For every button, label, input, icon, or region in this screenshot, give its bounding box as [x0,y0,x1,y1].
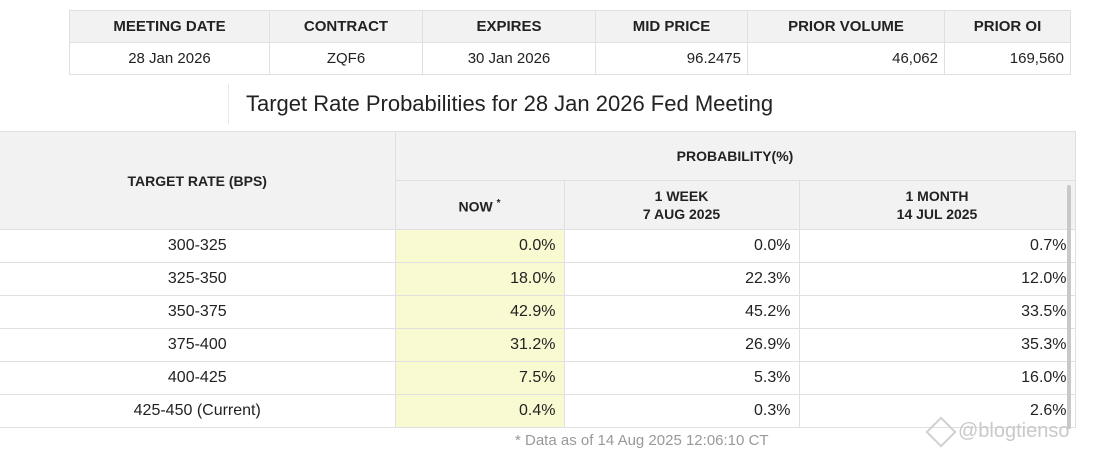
page-title: Target Rate Probabilities for 28 Jan 202… [246,91,774,116]
target-rate-header: TARGET RATE (BPS) [0,131,396,230]
one-month-header: 1 MONTH 14 JUL 2025 [798,180,1076,230]
now-header: NOW * [394,180,565,230]
now-header-label: NOW [458,198,493,215]
probability-header: PROBABILITY(%) [394,131,1076,181]
target-rate-cell: 400-425 [0,361,396,395]
summary-header-row: MEETING DATE CONTRACT EXPIRES MID PRICE … [69,10,1071,43]
one-week-date: 7 AUG 2025 [642,206,721,222]
meeting-date-value: 28 Jan 2026 [69,42,270,75]
week-probability-cell: 26.9% [563,328,800,362]
target-rate-cell: 350-375 [0,295,396,329]
week-probability-cell: 22.3% [563,262,800,296]
month-probability-cell: 16.0% [798,361,1076,395]
now-probability-cell: 42.9% [394,295,565,329]
one-month-label: 1 MONTH [905,188,969,204]
month-probability-cell: 35.3% [798,328,1076,362]
week-probability-cell: 5.3% [563,361,800,395]
prob-header-row-1: TARGET RATE (BPS) PROBABILITY(%) [0,131,1076,230]
header-meeting-date: MEETING DATE [69,10,270,43]
now-probability-cell: 0.4% [394,394,565,428]
table-row: 400-425 7.5% 5.3% 16.0% [0,361,1076,395]
week-probability-cell: 0.0% [563,229,800,263]
one-month-date: 14 JUL 2025 [896,206,978,222]
header-prior-volume: PRIOR VOLUME [747,10,945,43]
table-row: 375-400 31.2% 26.9% 35.3% [0,328,1076,362]
month-probability-cell: 12.0% [798,262,1076,296]
now-probability-cell: 31.2% [394,328,565,362]
target-rate-cell: 325-350 [0,262,396,296]
header-prior-oi: PRIOR OI [944,10,1071,43]
one-week-label: 1 WEEK [654,188,709,204]
month-probability-cell: 0.7% [798,229,1076,263]
month-probability-cell: 33.5% [798,295,1076,329]
watermark-text: @blogtienso [958,420,1070,442]
table-row: 425-450 (Current) 0.4% 0.3% 2.6% [0,394,1076,428]
contract-summary-table: MEETING DATE CONTRACT EXPIRES MID PRICE … [69,10,1071,75]
data-timestamp-footnote: * Data as of 14 Aug 2025 12:06:10 CT [515,432,769,449]
header-mid-price: MID PRICE [595,10,748,43]
now-probability-cell: 0.0% [394,229,565,263]
one-week-header: 1 WEEK 7 AUG 2025 [563,180,800,230]
prior-oi-value: 169,560 [944,42,1071,75]
target-rate-cell: 375-400 [0,328,396,362]
title-panel: Target Rate Probabilities for 28 Jan 202… [228,84,1075,124]
summary-data-row: 28 Jan 2026 ZQF6 30 Jan 2026 96.2475 46,… [69,42,1071,75]
prob-header-row-2: NOW * 1 WEEK 7 AUG 2025 1 MONTH 14 JUL 2… [0,180,1076,230]
target-rate-cell: 300-325 [0,229,396,263]
now-probability-cell: 18.0% [394,262,565,296]
watermark: @blogtienso [925,415,1070,448]
header-contract: CONTRACT [269,10,423,43]
table-scrollbar[interactable] [1067,185,1071,429]
table-row: 300-325 0.0% 0.0% 0.7% [0,229,1076,263]
header-expires: EXPIRES [422,10,596,43]
mid-price-value: 96.2475 [595,42,748,75]
week-probability-cell: 0.3% [563,394,800,428]
month-probability-cell: 2.6% [798,394,1076,428]
table-row: 350-375 42.9% 45.2% 33.5% [0,295,1076,329]
now-header-marker: * [496,197,501,209]
expires-value: 30 Jan 2026 [422,42,596,75]
week-probability-cell: 45.2% [563,295,800,329]
probability-table: TARGET RATE (BPS) PROBABILITY(%) NOW * 1… [0,131,1076,428]
target-rate-cell: 425-450 (Current) [0,394,396,428]
now-probability-cell: 7.5% [394,361,565,395]
watermark-logo-icon [925,415,957,448]
table-row: 325-350 18.0% 22.3% 12.0% [0,262,1076,296]
prior-volume-value: 46,062 [747,42,945,75]
contract-value: ZQF6 [269,42,423,75]
